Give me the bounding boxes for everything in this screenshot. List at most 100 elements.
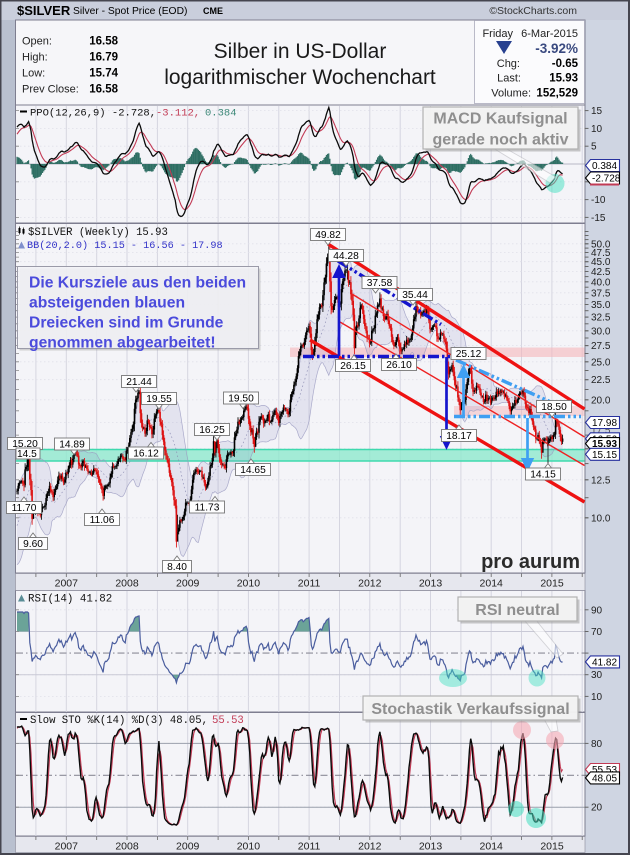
svg-text:-2.728: -2.728 — [592, 174, 621, 185]
svg-text:152,529: 152,529 — [536, 88, 578, 100]
svg-text:8.40: 8.40 — [167, 562, 187, 573]
svg-text:15.74: 15.74 — [89, 68, 118, 80]
svg-text:16.79: 16.79 — [89, 52, 118, 64]
svg-text:41.82: 41.82 — [592, 658, 617, 669]
svg-text:48.05: 48.05 — [592, 774, 617, 785]
svg-text:2007: 2007 — [55, 841, 79, 853]
svg-text:Stochastik Verkaufssignal: Stochastik Verkaufssignal — [371, 701, 569, 718]
svg-text:2014: 2014 — [480, 841, 504, 853]
svg-text:Die Kursziele aus den beiden: Die Kursziele aus den beiden — [29, 275, 246, 292]
svg-text:$SILVER: $SILVER — [17, 3, 71, 18]
svg-text:80: 80 — [591, 739, 603, 750]
svg-text:25.0: 25.0 — [591, 357, 611, 368]
svg-text:pro aurum: pro aurum — [481, 551, 580, 573]
svg-text:2011: 2011 — [298, 841, 321, 853]
svg-text:26.10: 26.10 — [386, 360, 412, 371]
svg-text:49.82: 49.82 — [315, 230, 341, 241]
svg-text:Volume:: Volume: — [491, 88, 531, 100]
svg-text:MACD Kaufsignal: MACD Kaufsignal — [433, 110, 567, 127]
svg-text:37.58: 37.58 — [367, 278, 393, 289]
svg-text:2013: 2013 — [419, 841, 443, 853]
svg-text:14.15: 14.15 — [530, 469, 556, 480]
svg-text:90: 90 — [591, 605, 603, 616]
svg-text:10: 10 — [591, 124, 603, 135]
svg-text:5: 5 — [591, 142, 597, 153]
svg-text:16.58: 16.58 — [89, 36, 118, 48]
svg-text:20: 20 — [591, 803, 603, 814]
svg-text:-10: -10 — [591, 195, 606, 206]
svg-text:Prev Close:: Prev Close: — [22, 84, 79, 96]
svg-text:11.73: 11.73 — [195, 502, 220, 513]
svg-text:Low:: Low: — [22, 68, 45, 80]
svg-text:2015: 2015 — [540, 578, 564, 590]
svg-text:18.17: 18.17 — [446, 431, 472, 442]
svg-text:Friday: Friday — [482, 28, 513, 40]
svg-text:14.5: 14.5 — [17, 449, 37, 460]
svg-text:26.15: 26.15 — [340, 361, 366, 372]
svg-text:2009: 2009 — [176, 578, 200, 590]
svg-text:19.55: 19.55 — [146, 394, 172, 405]
svg-text:-0.65: -0.65 — [552, 58, 579, 70]
svg-text:Silber in US-Dollar: Silber in US-Dollar — [214, 40, 387, 63]
svg-text:-3.92%: -3.92% — [535, 41, 578, 56]
svg-text:27.5: 27.5 — [591, 341, 611, 352]
svg-text:RSI neutral: RSI neutral — [475, 602, 559, 619]
svg-text:15.93: 15.93 — [592, 439, 617, 450]
svg-text:30.0: 30.0 — [591, 326, 611, 337]
svg-text:0.384: 0.384 — [205, 108, 237, 120]
svg-text:High:: High: — [22, 52, 48, 64]
svg-text:15.15: 15.15 — [592, 450, 617, 461]
svg-text:35.44: 35.44 — [402, 290, 428, 301]
svg-text:Last:: Last: — [497, 73, 521, 85]
svg-text:BB(20,2.0) 15.15 - 16.56 - 17.: BB(20,2.0) 15.15 - 16.56 - 17.98 — [27, 240, 223, 252]
svg-text:absteigenden blauen: absteigenden blauen — [29, 295, 185, 312]
svg-text:55.53: 55.53 — [592, 765, 617, 776]
svg-text:45.0: 45.0 — [591, 257, 611, 268]
svg-text:30: 30 — [591, 670, 603, 681]
svg-text:-3.112,: -3.112, — [156, 108, 200, 120]
svg-text:44.28: 44.28 — [333, 251, 359, 262]
svg-text:2008: 2008 — [115, 841, 139, 853]
svg-text:37.5: 37.5 — [591, 288, 611, 299]
svg-text:42.5: 42.5 — [591, 267, 611, 278]
svg-text:logarithmischer Wochenchart: logarithmischer Wochenchart — [164, 66, 436, 89]
svg-text:18.50: 18.50 — [541, 402, 567, 413]
svg-text:16.25: 16.25 — [199, 425, 225, 436]
svg-text:Silver - Spot Price (EOD): Silver - Spot Price (EOD) — [73, 6, 187, 17]
svg-text:10: 10 — [591, 692, 603, 703]
svg-text:2012: 2012 — [358, 578, 382, 590]
svg-text:2012: 2012 — [358, 841, 382, 853]
svg-text:21.44: 21.44 — [126, 377, 152, 388]
svg-text:15: 15 — [591, 106, 603, 117]
svg-text:©StockCharts.com: ©StockCharts.com — [489, 5, 577, 17]
svg-text:0.384: 0.384 — [592, 161, 617, 172]
svg-text:2009: 2009 — [176, 841, 200, 853]
svg-text:Slow STO %K(14) %D(3) 48.05,: Slow STO %K(14) %D(3) 48.05, — [30, 715, 208, 727]
svg-text:RSI(14) 41.82: RSI(14) 41.82 — [28, 594, 112, 606]
svg-text:14.65: 14.65 — [240, 465, 266, 476]
svg-text:47.5: 47.5 — [591, 248, 611, 259]
svg-text:22.5: 22.5 — [591, 375, 611, 386]
svg-text:19.50: 19.50 — [228, 393, 254, 404]
svg-text:CME: CME — [203, 6, 223, 16]
svg-text:Chg:: Chg: — [497, 58, 520, 70]
svg-text:2014: 2014 — [480, 578, 504, 590]
svg-text:32.5: 32.5 — [591, 313, 611, 324]
svg-text:15.93: 15.93 — [549, 73, 578, 85]
svg-text:PPO(12,26,9) -2.728,: PPO(12,26,9) -2.728, — [30, 108, 156, 120]
svg-text:6-Mar-2015: 6-Mar-2015 — [521, 28, 578, 40]
svg-text:15.20: 15.20 — [12, 439, 38, 450]
svg-text:12.5: 12.5 — [591, 475, 611, 486]
svg-text:2007: 2007 — [55, 578, 79, 590]
svg-text:16.58: 16.58 — [89, 84, 118, 96]
svg-text:Dreiecken sind im Grunde: Dreiecken sind im Grunde — [29, 315, 224, 332]
svg-text:55.53: 55.53 — [212, 715, 244, 727]
svg-text:20.0: 20.0 — [591, 395, 611, 406]
svg-text:genommen abgearbeitet!: genommen abgearbeitet! — [29, 335, 216, 352]
svg-text:25.12: 25.12 — [456, 349, 482, 360]
svg-text:70: 70 — [591, 627, 603, 638]
svg-text:10.0: 10.0 — [591, 513, 611, 524]
svg-text:2011: 2011 — [298, 578, 321, 590]
svg-text:$SILVER (Weekly) 15.93: $SILVER (Weekly) 15.93 — [28, 227, 168, 239]
svg-text:35.0: 35.0 — [591, 300, 611, 311]
